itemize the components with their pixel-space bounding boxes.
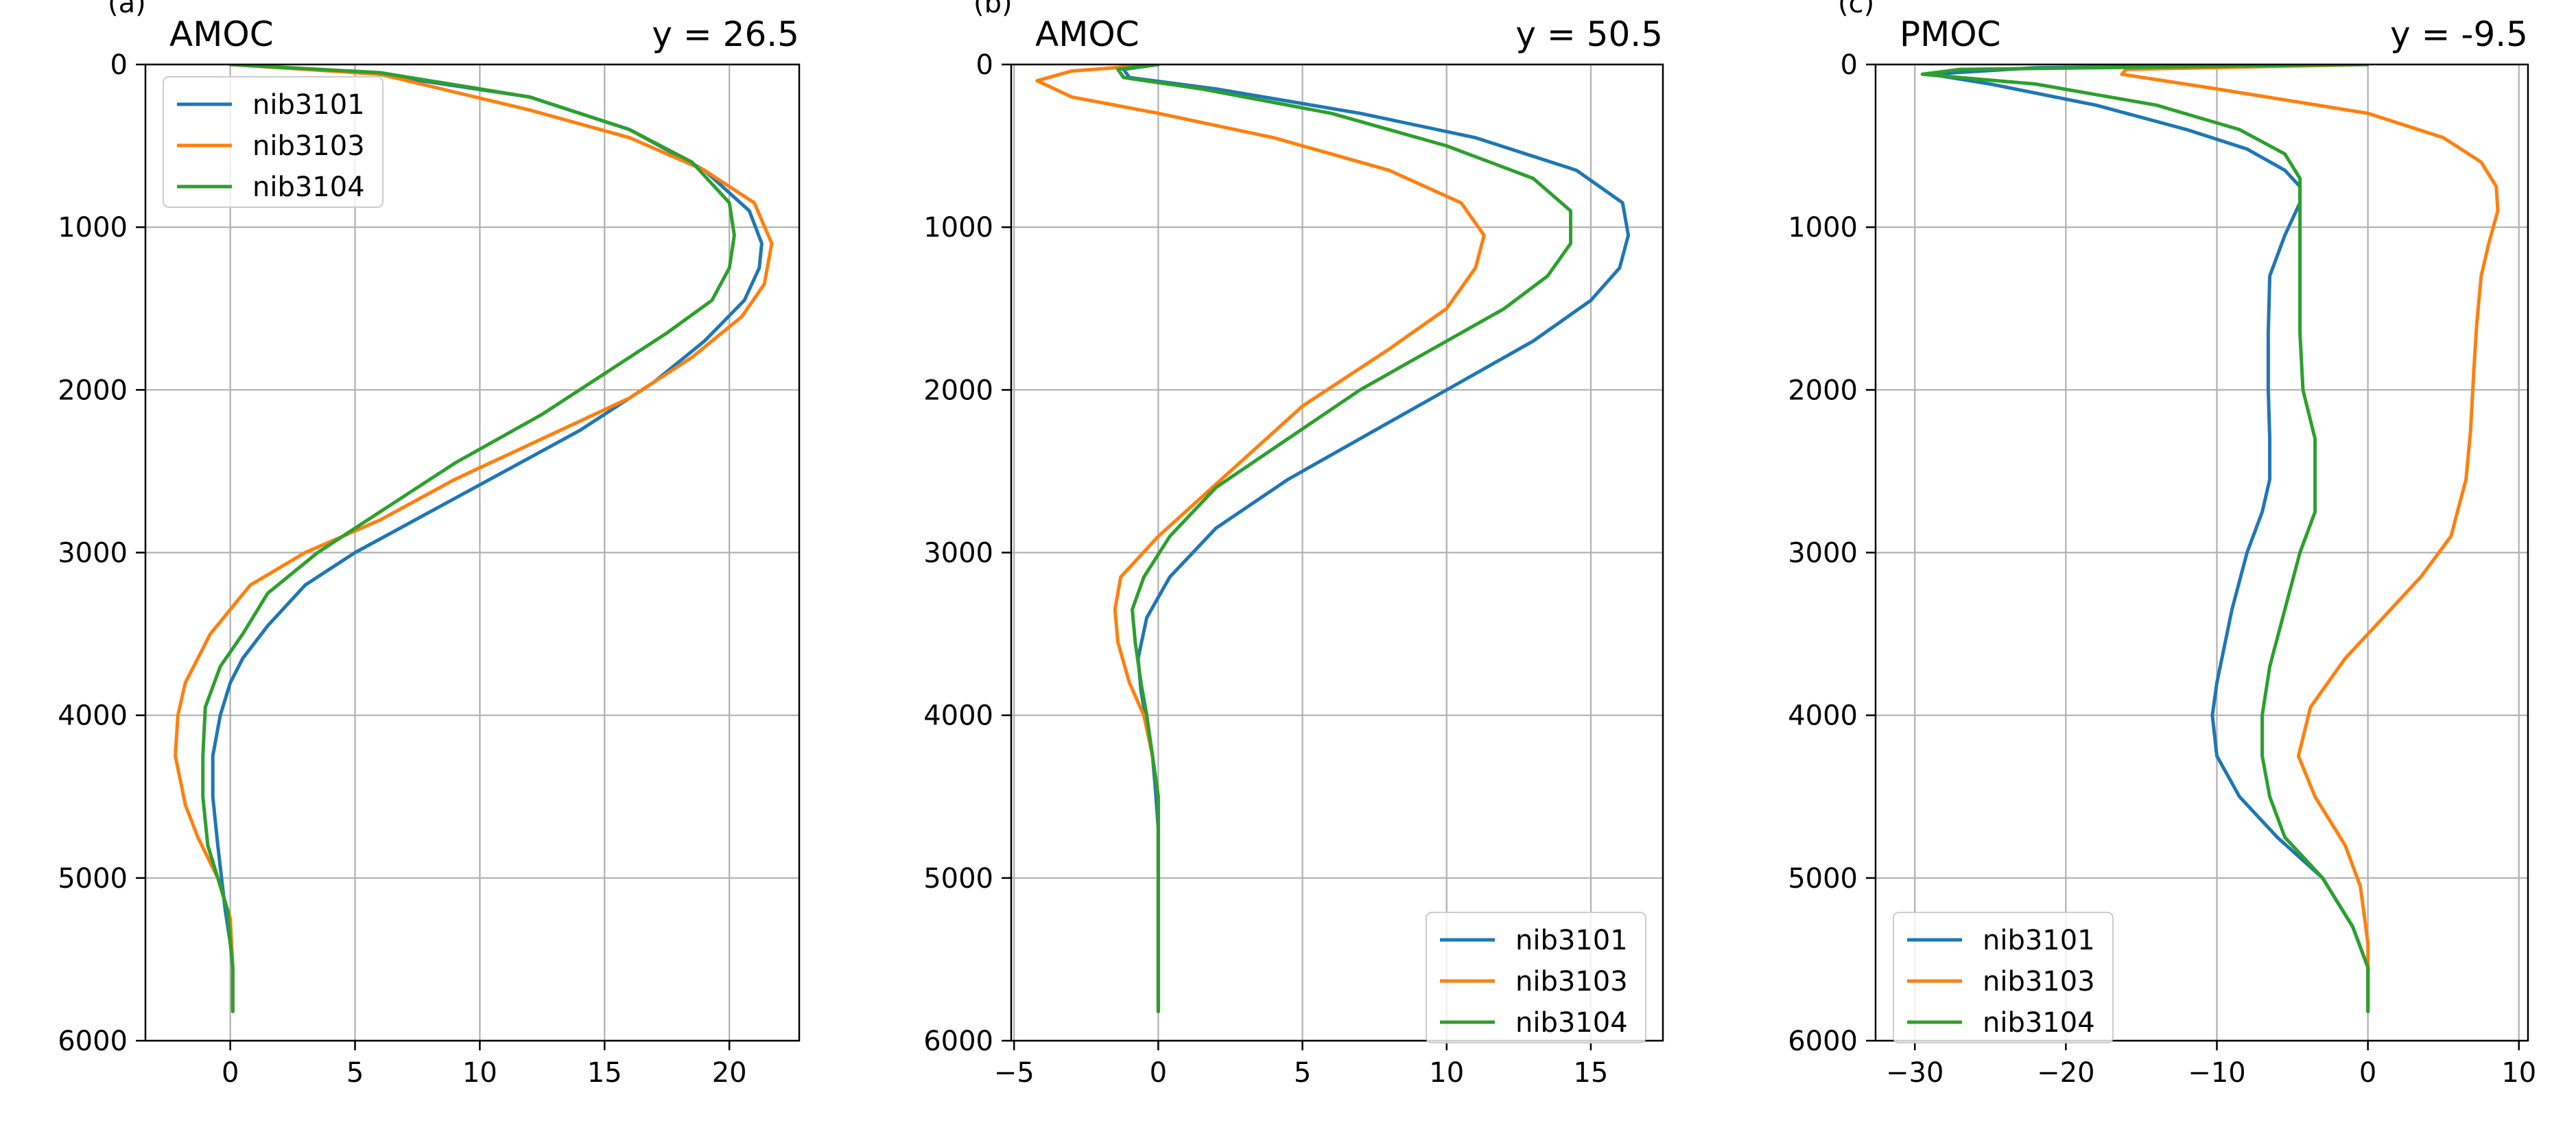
y-tick-label: 3000 bbox=[58, 538, 128, 569]
x-tick-label: 0 bbox=[222, 1057, 239, 1089]
legend-label-nib3104: nib3104 bbox=[252, 172, 365, 203]
x-tick-label: 20 bbox=[712, 1057, 747, 1089]
series-line-nib3103 bbox=[174, 64, 774, 1013]
x-tick-label: 10 bbox=[2501, 1057, 2536, 1089]
x-tick-label: 5 bbox=[1294, 1057, 1311, 1089]
y-tick-label: 2000 bbox=[1788, 375, 1858, 406]
x-tick-label: −30 bbox=[1886, 1057, 1943, 1089]
y-tick-label: 6000 bbox=[58, 1026, 128, 1057]
series-line-nib3103 bbox=[1035, 64, 1486, 1013]
legend-label-nib3101: nib3101 bbox=[1515, 925, 1628, 956]
series-line-nib3101 bbox=[1122, 64, 1631, 1013]
title-left: AMOC bbox=[169, 14, 274, 54]
panel-label: (a) bbox=[108, 0, 146, 19]
legend: nib3101 nib3103 nib3104 bbox=[1893, 912, 2114, 1043]
y-tick-label: 2000 bbox=[58, 375, 128, 406]
y-tick-label: 6000 bbox=[1788, 1026, 1858, 1057]
y-tick-label: 1000 bbox=[923, 212, 993, 244]
legend-box bbox=[1426, 912, 1646, 1043]
panel-a: 0 5 10 15 20 0 1000 2000 3000 4000 5000 6000 (a) AMOC… bbox=[58, 0, 801, 1089]
y-tick-label: 0 bbox=[976, 49, 993, 81]
y-tick-label: 3000 bbox=[1788, 538, 1858, 569]
y-tick-label: 3000 bbox=[923, 538, 993, 569]
legend-label-nib3104: nib3104 bbox=[1515, 1007, 1628, 1039]
x-tick-label: −5 bbox=[994, 1057, 1035, 1089]
legend-label-nib3101: nib3101 bbox=[1983, 925, 2095, 956]
x-tick-label: 10 bbox=[462, 1057, 497, 1089]
x-tick-label: 5 bbox=[346, 1057, 364, 1089]
legend-label-nib3103: nib3103 bbox=[252, 130, 365, 162]
legend: nib3101 nib3103 nib3104 bbox=[1426, 912, 1646, 1043]
legend-box bbox=[163, 76, 383, 208]
legend-label-nib3101: nib3101 bbox=[252, 89, 365, 121]
y-tick-label: 0 bbox=[110, 49, 128, 81]
y-tick-label: 4000 bbox=[1788, 700, 1858, 732]
y-tick-label: 0 bbox=[1841, 49, 1858, 81]
legend: nib3101 nib3103 nib3104 bbox=[163, 76, 383, 208]
panel-label: (c) bbox=[1838, 0, 1874, 19]
x-tick-label: 0 bbox=[2359, 1057, 2376, 1089]
panel-label: (b) bbox=[973, 0, 1013, 19]
series-line-nib3101 bbox=[211, 64, 764, 1013]
x-tick-label: 10 bbox=[1429, 1057, 1464, 1089]
x-tick-label: 15 bbox=[1573, 1057, 1608, 1089]
y-tick-label: 1000 bbox=[58, 212, 128, 244]
y-tick-label: 4000 bbox=[923, 700, 993, 732]
y-tick-label: 6000 bbox=[923, 1026, 993, 1057]
y-tick-label: 5000 bbox=[1788, 863, 1858, 895]
legend-label-nib3104: nib3104 bbox=[1983, 1007, 2095, 1039]
y-tick-label: 1000 bbox=[1788, 212, 1858, 244]
y-tick-label: 4000 bbox=[58, 700, 128, 732]
series-line-nib3103 bbox=[2120, 64, 2500, 1013]
y-tick-label: 5000 bbox=[923, 863, 993, 895]
x-tick-label: −20 bbox=[2037, 1057, 2094, 1089]
panel-c: −30 −20 −10 0 10 0 1000 2000 3000 4000 5000 6000 (c)… bbox=[1788, 0, 2536, 1089]
x-tick-label: 0 bbox=[1150, 1057, 1167, 1089]
title-right: y = -9.5 bbox=[2390, 14, 2528, 54]
title-right: y = 26.5 bbox=[652, 14, 799, 54]
series-line-nib3104 bbox=[1920, 64, 2370, 1013]
series-line-nib3101 bbox=[1928, 64, 2370, 1013]
legend-label-nib3103: nib3103 bbox=[1515, 966, 1628, 997]
y-tick-label: 5000 bbox=[58, 863, 128, 895]
series-line-nib3104 bbox=[201, 64, 736, 1013]
title-left: PMOC bbox=[1900, 14, 2001, 54]
title-left: AMOC bbox=[1035, 14, 1139, 54]
panel-b: −5 0 5 10 15 0 1000 2000 3000 4000 5000 6000 (b) AMOC… bbox=[923, 0, 1664, 1089]
x-tick-label: 15 bbox=[587, 1057, 622, 1089]
x-tick-label: −10 bbox=[2188, 1057, 2245, 1089]
legend-label-nib3103: nib3103 bbox=[1983, 966, 2095, 997]
legend-box bbox=[1893, 912, 2114, 1043]
y-tick-label: 2000 bbox=[923, 375, 993, 406]
series-line-nib3104 bbox=[1116, 64, 1572, 1013]
title-right: y = 50.5 bbox=[1515, 14, 1663, 54]
